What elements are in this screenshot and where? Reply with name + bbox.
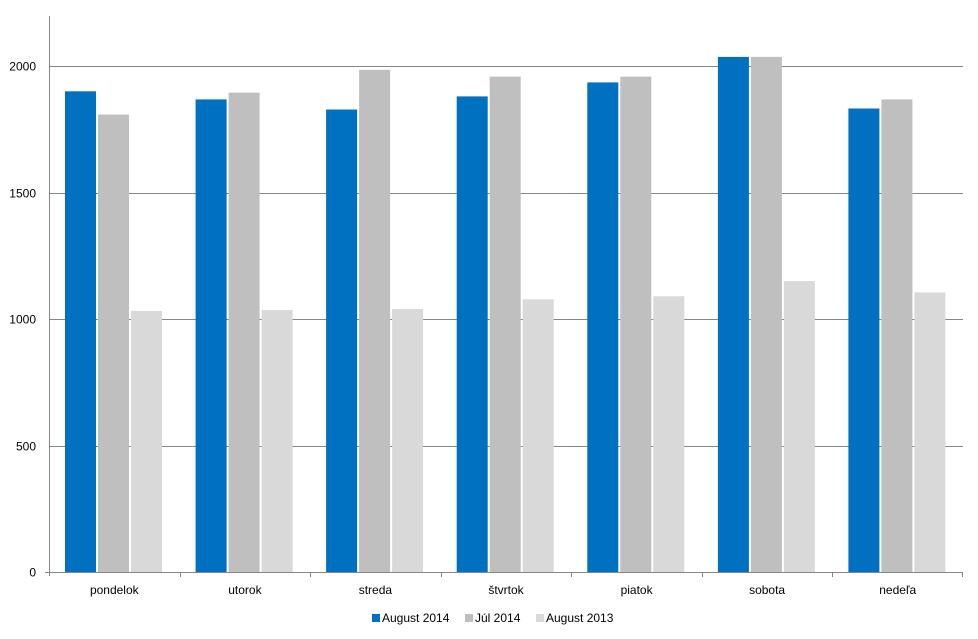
bar xyxy=(98,114,129,572)
bar xyxy=(522,299,554,572)
bar xyxy=(131,310,162,572)
legend-swatch xyxy=(372,614,380,622)
legend-label: August 2014 xyxy=(382,611,450,625)
x-tick-label: streda xyxy=(359,583,393,597)
bar xyxy=(783,281,815,572)
legend-swatch xyxy=(536,614,544,622)
y-tick-label: 500 xyxy=(16,440,36,454)
y-tick-label: 1000 xyxy=(9,313,36,327)
x-tick-label: utorok xyxy=(228,583,262,597)
bar xyxy=(359,69,391,573)
legend-swatch xyxy=(465,614,473,622)
y-tick-labels: 0 500 1000 1500 2000 xyxy=(9,60,36,580)
bar xyxy=(914,292,946,572)
legend-label: August 2013 xyxy=(546,611,614,625)
y-tick-label: 1500 xyxy=(9,187,36,201)
bar xyxy=(750,56,782,572)
bar xyxy=(653,296,685,572)
bar xyxy=(489,76,521,572)
y-tick-label: 0 xyxy=(29,566,36,580)
x-tick-labels: pondelok utorok streda štvrtok piatok sobota n… xyxy=(90,572,963,597)
y-tick-label: 2000 xyxy=(9,60,36,74)
bar xyxy=(717,56,749,572)
bar xyxy=(848,108,880,572)
x-tick-label: pondelok xyxy=(90,583,140,597)
bar xyxy=(326,109,358,572)
bar xyxy=(228,92,260,572)
bar-area xyxy=(65,56,946,573)
bar xyxy=(456,96,488,573)
legend: August 2014 Júl 2014 August 2013 xyxy=(372,611,614,625)
bar xyxy=(620,76,652,572)
x-tick-label: piatok xyxy=(621,583,654,597)
bar xyxy=(587,82,619,573)
bar xyxy=(195,99,227,573)
bar xyxy=(881,99,913,573)
legend-label: Júl 2014 xyxy=(475,611,521,625)
bar xyxy=(392,308,424,572)
x-tick-label: štvrtok xyxy=(488,583,524,597)
bar xyxy=(261,310,293,572)
x-tick-label: sobota xyxy=(749,583,785,597)
bar xyxy=(65,91,96,573)
x-tick-label: nedeľa xyxy=(879,583,916,597)
